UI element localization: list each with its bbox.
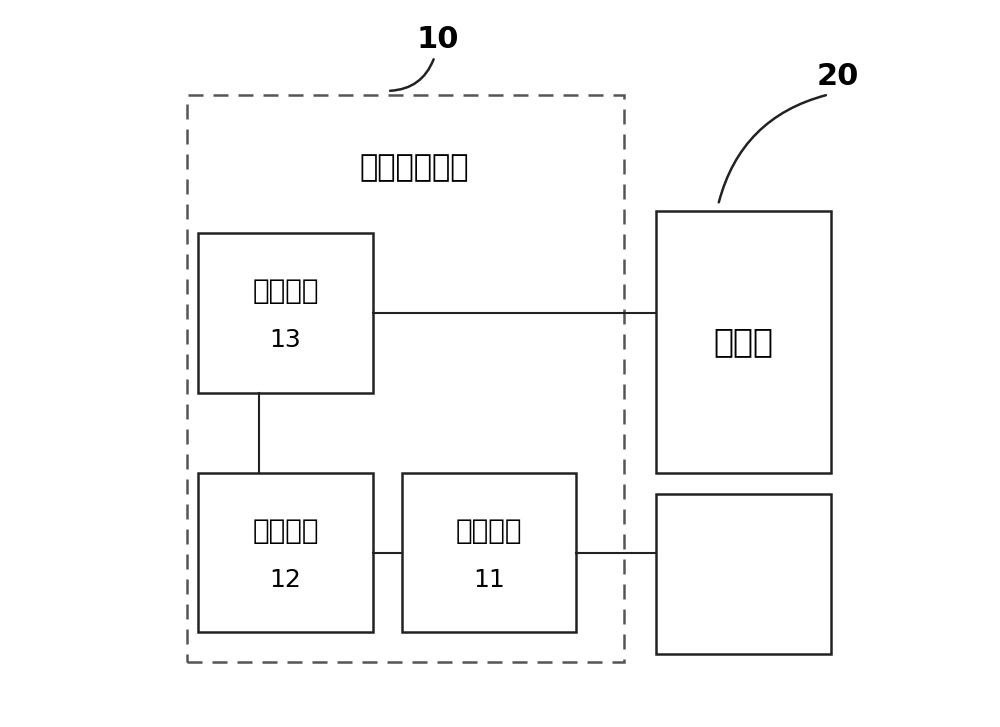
Bar bbox=[198, 473, 373, 632]
FancyArrowPatch shape bbox=[390, 60, 434, 91]
Text: 12: 12 bbox=[270, 568, 301, 593]
Text: 计算模块: 计算模块 bbox=[252, 517, 319, 545]
Text: 13: 13 bbox=[270, 328, 301, 353]
Text: 失配校准电路: 失配校准电路 bbox=[359, 153, 469, 182]
Text: 补偶模块: 补偶模块 bbox=[252, 277, 319, 305]
FancyArrowPatch shape bbox=[719, 95, 826, 202]
Bar bbox=[198, 233, 373, 393]
Bar bbox=[656, 211, 831, 473]
Text: 10: 10 bbox=[417, 25, 459, 55]
Text: 20: 20 bbox=[817, 62, 859, 91]
Text: 变频模块: 变频模块 bbox=[456, 517, 522, 545]
Bar bbox=[187, 95, 624, 662]
Text: 11: 11 bbox=[473, 568, 505, 593]
Bar bbox=[402, 473, 576, 632]
Bar bbox=[656, 494, 831, 654]
Text: 发射机: 发射机 bbox=[714, 325, 774, 358]
